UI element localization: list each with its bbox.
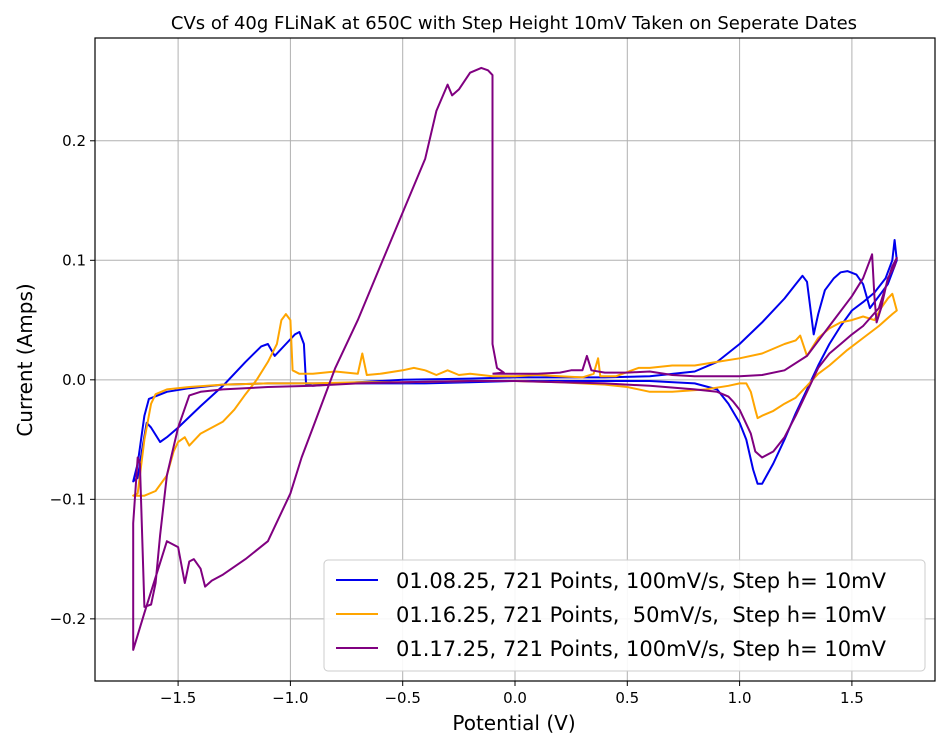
grid	[95, 38, 935, 681]
ticks: −1.5 −1.0 −0.5 0.0 0.5 1.0 1.5 −0.2 −0.1 0.0 0.1 0.…	[50, 132, 864, 707]
series-layer	[132, 66, 898, 651]
legend-label-2: 01.17.25, 721 Points, 100mV/s, Step h= 1…	[396, 637, 887, 661]
series-line-1	[132, 292, 898, 497]
x-tick-label: 1.5	[840, 689, 864, 707]
legend: 01.08.25, 721 Points, 100mV/s, Step h= 1…	[323, 559, 926, 672]
x-tick-label: −1.0	[272, 689, 308, 707]
series-line-2	[132, 66, 898, 651]
x-tick-label: −0.5	[384, 689, 420, 707]
x-tick-label: 0.5	[615, 689, 639, 707]
legend-label-1: 01.16.25, 721 Points, 50mV/s, Step h= 10…	[396, 603, 887, 627]
x-tick-label: 0.0	[503, 689, 527, 707]
y-tick-label: −0.1	[50, 490, 86, 508]
legend-box	[323, 559, 926, 672]
legend-label-0: 01.08.25, 721 Points, 100mV/s, Step h= 1…	[396, 569, 887, 593]
y-tick-label: 0.1	[62, 251, 86, 269]
y-tick-label: −0.2	[50, 610, 86, 628]
x-axis-label: Potential (V)	[452, 711, 575, 735]
y-tick-label: 0.2	[62, 132, 86, 150]
chart-title: CVs of 40g FLiNaK at 650C with Step Heig…	[171, 13, 857, 34]
x-tick-label: −1.5	[160, 689, 196, 707]
y-axis-label: Current (Amps)	[13, 283, 37, 436]
y-tick-label: 0.0	[62, 371, 86, 389]
x-tick-label: 1.0	[728, 689, 752, 707]
